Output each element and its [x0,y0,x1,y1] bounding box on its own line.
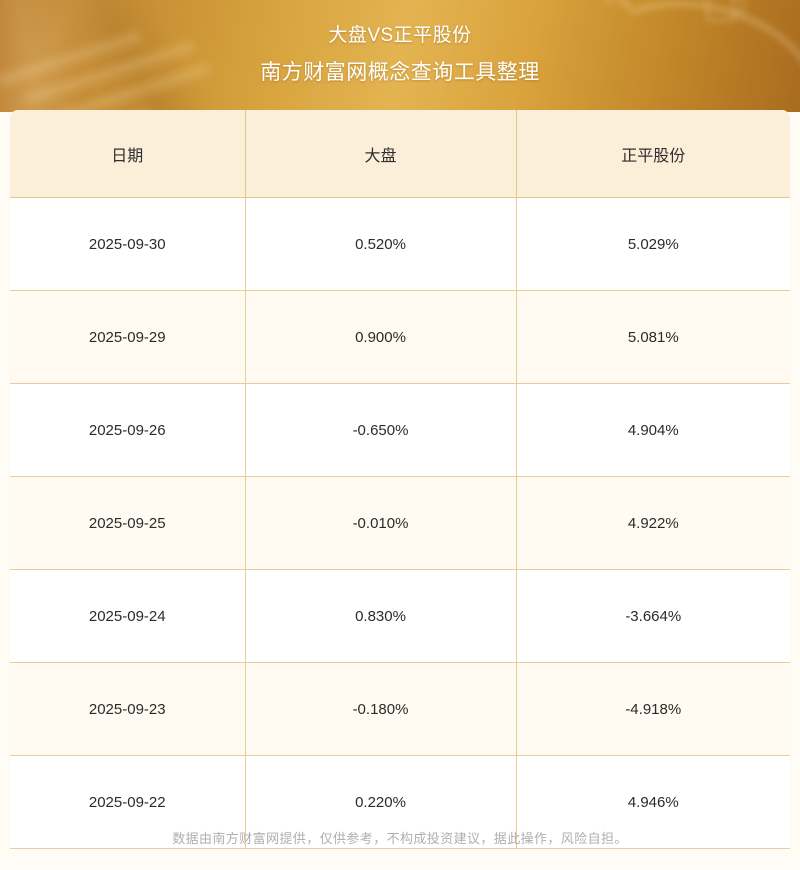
cell-stock: 4.922% [516,476,790,570]
gauge-full-label: F [604,0,616,10]
table-row: 2025-09-26 -0.650% 4.904% [10,383,790,477]
cell-date: 2025-09-24 [10,569,246,663]
cell-stock: 4.904% [516,383,790,477]
fuel-gauge-icon: F [564,0,800,112]
cell-date: 2025-09-29 [10,290,246,384]
cell-stock: -3.664% [516,569,790,663]
table-header: 日期 大盘 正平股份 [10,110,790,198]
cell-market: 0.830% [245,569,517,663]
cell-stock: 4.946% [516,755,790,849]
column-header-market: 大盘 [245,110,517,198]
cell-stock: 5.029% [516,197,790,291]
page-subtitle: 南方财富网概念查询工具整理 [260,61,540,84]
cell-market: 0.900% [245,290,517,384]
page-title: 大盘VS正平股份 [328,25,472,46]
disclaimer-text: 数据由南方财富网提供，仅供参考，不构成投资建议，据此操作，风险自担。 [172,831,628,846]
table-row: 2025-09-29 0.900% 5.081% [10,290,790,384]
banner-artwork-left [0,0,300,112]
column-header-stock: 正平股份 [516,110,790,198]
column-header-date: 日期 [10,110,246,198]
banner-title-block: 大盘VS正平股份 南方财富网概念查询工具整理 [0,0,800,86]
comparison-table: 日期 大盘 正平股份 2025-09-30 0.520% 5.029% 2025… [10,110,790,849]
cell-date: 2025-09-25 [10,476,246,570]
fuel-pump-icon [706,0,745,22]
cell-market: -0.010% [245,476,517,570]
table-row: 2025-09-24 0.830% -3.664% [10,569,790,663]
table-row: 2025-09-22 0.220% 4.946% [10,755,790,849]
cell-stock: -4.918% [516,662,790,756]
cell-stock: 5.081% [516,290,790,384]
cell-market: 0.520% [245,197,517,291]
table-body: 2025-09-30 0.520% 5.029% 2025-09-29 0.90… [10,197,790,849]
table-row: 2025-09-25 -0.010% 4.922% [10,476,790,570]
cell-date: 2025-09-30 [10,197,246,291]
table-row: 2025-09-23 -0.180% -4.918% [10,662,790,756]
cell-market: 0.220% [245,755,517,849]
table-row: 2025-09-30 0.520% 5.029% [10,197,790,291]
cell-market: -0.650% [245,383,517,477]
cell-date: 2025-09-23 [10,662,246,756]
cell-market: -0.180% [245,662,517,756]
page-banner: F 大盘VS正平股份 南方财富网概念查询工具整理 [0,0,800,112]
cell-date: 2025-09-26 [10,383,246,477]
cell-date: 2025-09-22 [10,755,246,849]
table-header-row: 日期 大盘 正平股份 [10,110,790,198]
comparison-table-container: 日期 大盘 正平股份 2025-09-30 0.520% 5.029% 2025… [10,110,790,849]
